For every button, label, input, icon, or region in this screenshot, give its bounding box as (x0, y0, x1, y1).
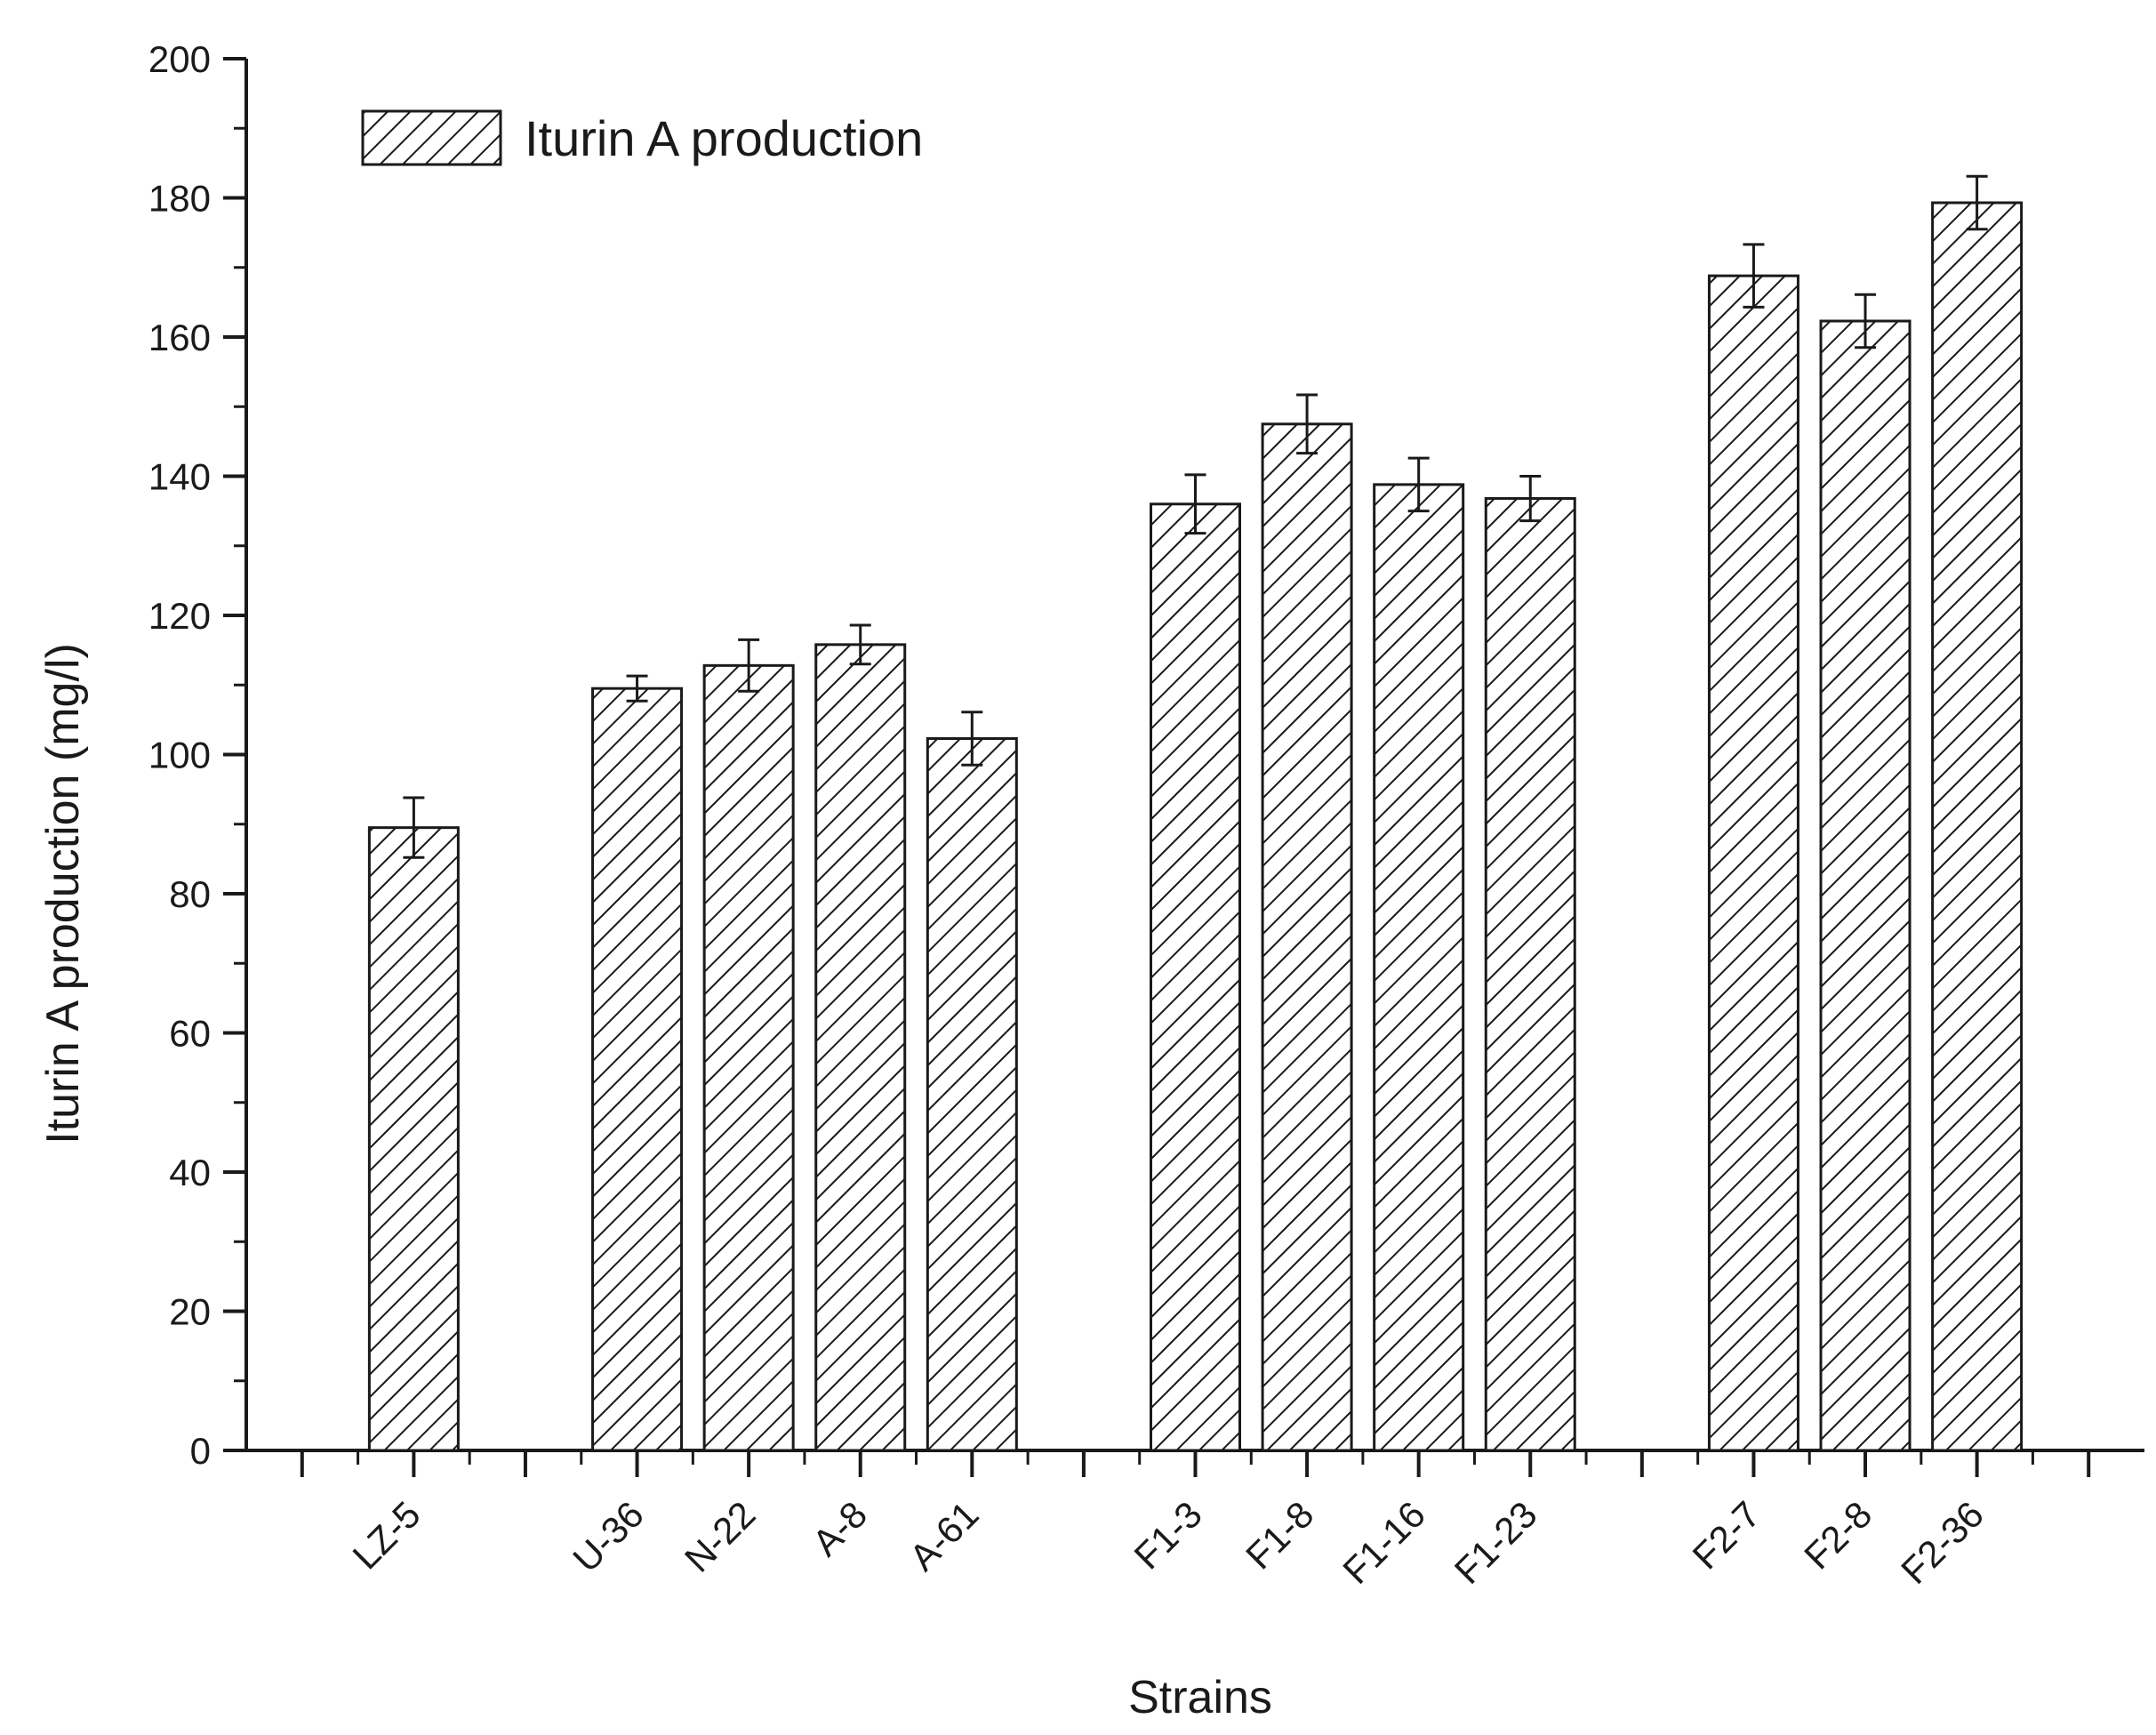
error-bar-f1-3 (1184, 473, 1206, 535)
error-bar-f2-8 (1855, 293, 1877, 349)
y-tick-label: 120 (148, 595, 211, 637)
error-bar-lz-5 (403, 796, 425, 859)
y-tick-label: 60 (169, 1013, 211, 1055)
bar-n-22 (702, 663, 795, 1452)
x-axis (246, 1449, 2144, 1477)
bar-f2-7 (1707, 274, 1799, 1452)
x-tick-label-f2-8: F2-8 (1796, 1493, 1879, 1577)
x-tick-label-f1-3: F1-3 (1126, 1493, 1210, 1577)
y-tick-label: 140 (148, 456, 211, 498)
bar-f2-8 (1819, 319, 1912, 1452)
y-tick-label: 180 (148, 178, 211, 220)
error-bar-a-8 (849, 623, 871, 666)
x-tick-label-f2-36: F2-36 (1893, 1493, 1992, 1592)
error-bar-f1-23 (1519, 475, 1542, 523)
bar-f1-8 (1261, 422, 1353, 1452)
y-tick-label: 40 (169, 1152, 211, 1193)
y-tick-label: 80 (169, 873, 211, 915)
x-tick-labels-group: LZ-5 U-36 N-22 A-8 A-61 F1-3 F1-8 F1-16 F1-23 F2-… (344, 1493, 1992, 1592)
bar-f1-3 (1150, 502, 1241, 1452)
bar-u-36 (591, 687, 684, 1452)
x-tick-label-f1-23: F1-23 (1447, 1493, 1545, 1592)
bars-group (367, 201, 2024, 1452)
legend-label: Iturin A production (525, 110, 923, 166)
bar-f2-36 (1931, 201, 2024, 1452)
x-tick-label-lz-5: LZ-5 (344, 1493, 428, 1577)
x-tick-label-n-22: N-22 (677, 1493, 764, 1580)
y-axis-title: Iturin A production (mg/l) (37, 643, 89, 1145)
error-bar-f1-16 (1407, 456, 1430, 513)
error-bar-u-36 (626, 674, 648, 703)
x-tick-label-f1-16: F1-16 (1334, 1493, 1433, 1592)
error-bar-n-22 (738, 638, 760, 693)
bar-lz-5 (367, 826, 460, 1452)
y-tick-label: 20 (169, 1291, 211, 1333)
y-axis: 0 20 40 60 80 100 120 140 160 180 200 (148, 38, 248, 1472)
bar-a-61 (926, 737, 1018, 1452)
y-tick-label: 0 (190, 1430, 211, 1472)
x-tick-label-a-8: A-8 (805, 1493, 875, 1563)
x-tick-label-f2-7: F2-7 (1685, 1493, 1768, 1577)
legend-swatch (361, 109, 502, 166)
y-tick-label: 100 (148, 735, 211, 776)
x-axis-title: Strains (1128, 1672, 1272, 1723)
y-tick-label: 160 (148, 317, 211, 358)
x-tick-label-u-36: U-36 (565, 1493, 652, 1580)
error-bar-f1-8 (1296, 393, 1318, 455)
bar-f1-23 (1484, 497, 1576, 1452)
error-bar-f2-7 (1743, 243, 1765, 309)
error-bar-f2-36 (1966, 174, 1988, 231)
y-tick-label: 200 (148, 38, 211, 80)
x-tick-label-a-61: A-61 (902, 1493, 987, 1578)
error-bars-group (403, 174, 1988, 859)
bar-f1-16 (1373, 483, 1465, 1452)
x-tick-label-f1-8: F1-8 (1238, 1493, 1321, 1577)
error-bar-a-61 (961, 711, 983, 767)
bar-a-8 (814, 643, 907, 1452)
legend: Iturin A production (361, 109, 923, 166)
